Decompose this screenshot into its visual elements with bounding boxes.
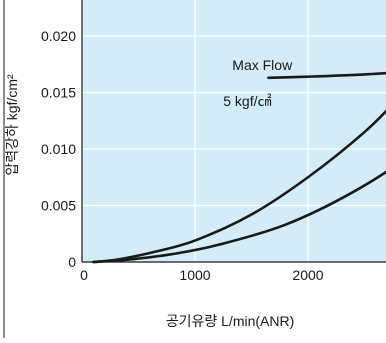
y-tick-label: 0.010 — [41, 141, 76, 157]
series-label-5-kgf: 5 kgf/㎠ — [223, 93, 271, 109]
grid-lines — [82, 0, 386, 262]
series-line-5-kgf — [92, 109, 386, 264]
plot-background — [82, 0, 386, 262]
series-line-max-flow — [267, 71, 386, 80]
x-tick-label: 1000 — [179, 267, 210, 283]
y-tick-label: 0.020 — [41, 28, 76, 44]
y-tick-label: 0.005 — [41, 198, 76, 214]
series-layer — [92, 71, 386, 264]
y-tick-label: 0.015 — [41, 85, 76, 101]
axes — [3, 0, 386, 338]
x-tick-label: 0 — [80, 267, 88, 283]
x-axis-label: 공기유량 L/min(ANR) — [166, 313, 295, 329]
x-tick-label: 2000 — [292, 267, 323, 283]
y-axis-label: 압력강하 kgf/cm² — [4, 74, 20, 176]
series-line-7-kgf — [92, 170, 386, 264]
series-label-max-flow: Max Flow — [232, 57, 293, 73]
y-tick-label: 0 — [68, 254, 76, 270]
ticks-layer: 01000200030004000500000.0050.0100.0150.0… — [41, 28, 324, 283]
